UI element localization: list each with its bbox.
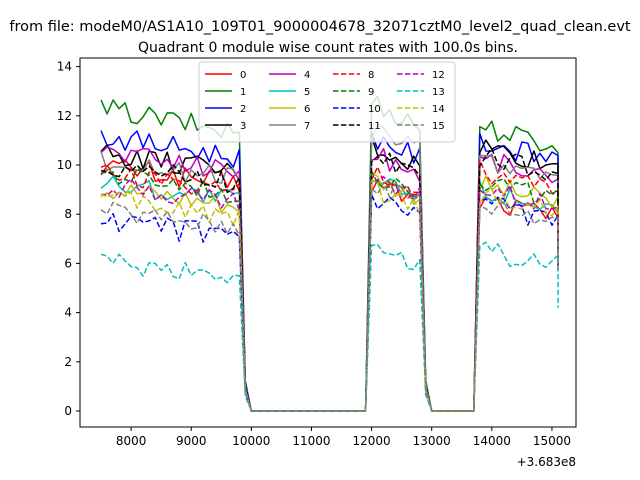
y-tick-label: 6 bbox=[64, 256, 72, 270]
x-tick-label: 8000 bbox=[116, 434, 147, 448]
legend-label-1: 1 bbox=[240, 87, 246, 98]
y-tick-label: 12 bbox=[57, 109, 72, 123]
legend-label-10: 10 bbox=[368, 104, 381, 115]
y-tick-label: 14 bbox=[57, 60, 72, 74]
x-tick-label: 13000 bbox=[413, 434, 451, 448]
series-line-11 bbox=[100, 147, 559, 412]
series-layer bbox=[100, 95, 559, 412]
plot-frame bbox=[79, 57, 577, 428]
legend-label-7: 7 bbox=[304, 121, 310, 132]
legend-label-13: 13 bbox=[432, 87, 445, 98]
legend-label-2: 2 bbox=[240, 104, 246, 115]
y-axis-ticks: 0 2 4 6 8 10 12 14 bbox=[57, 60, 80, 418]
legend-label-5: 5 bbox=[304, 87, 310, 98]
legend-label-12: 12 bbox=[432, 70, 445, 81]
series-line-15 bbox=[100, 181, 559, 412]
y-tick-label: 4 bbox=[64, 306, 72, 320]
legend-label-14: 14 bbox=[432, 104, 445, 115]
legend-frame bbox=[198, 61, 456, 143]
y-tick-label: 0 bbox=[64, 404, 72, 418]
x-tick-label: 9000 bbox=[176, 434, 207, 448]
legend-label-15: 15 bbox=[432, 121, 445, 132]
legend-label-8: 8 bbox=[368, 70, 374, 81]
x-tick-label: 10000 bbox=[232, 434, 270, 448]
y-tick-label: 10 bbox=[57, 158, 72, 172]
x-tick-label: 14000 bbox=[473, 434, 511, 448]
x-tick-label: 12000 bbox=[352, 434, 390, 448]
legend-label-4: 4 bbox=[304, 70, 310, 81]
y-tick-label: 8 bbox=[64, 207, 72, 221]
legend-label-0: 0 bbox=[240, 70, 246, 81]
x-axis-ticks: 8000 9000 10000 11000 12000 13000 14000 15000 bbox=[116, 427, 571, 448]
x-tick-label: 11000 bbox=[292, 434, 330, 448]
legend-label-6: 6 bbox=[304, 104, 310, 115]
series-line-14 bbox=[100, 179, 559, 412]
legend-label-9: 9 bbox=[368, 87, 374, 98]
legend-label-11: 11 bbox=[368, 121, 381, 132]
chart-title: Quadrant 0 module wise count rates with … bbox=[138, 40, 518, 56]
y-tick-label: 2 bbox=[64, 355, 72, 369]
figure-suptitle: from file: modeM0/AS1A10_109T01_90000046… bbox=[9, 19, 631, 35]
legend-label-3: 3 bbox=[240, 121, 246, 132]
x-tick-label: 15000 bbox=[533, 434, 571, 448]
x-offset-label: +3.683e8 bbox=[517, 455, 576, 469]
